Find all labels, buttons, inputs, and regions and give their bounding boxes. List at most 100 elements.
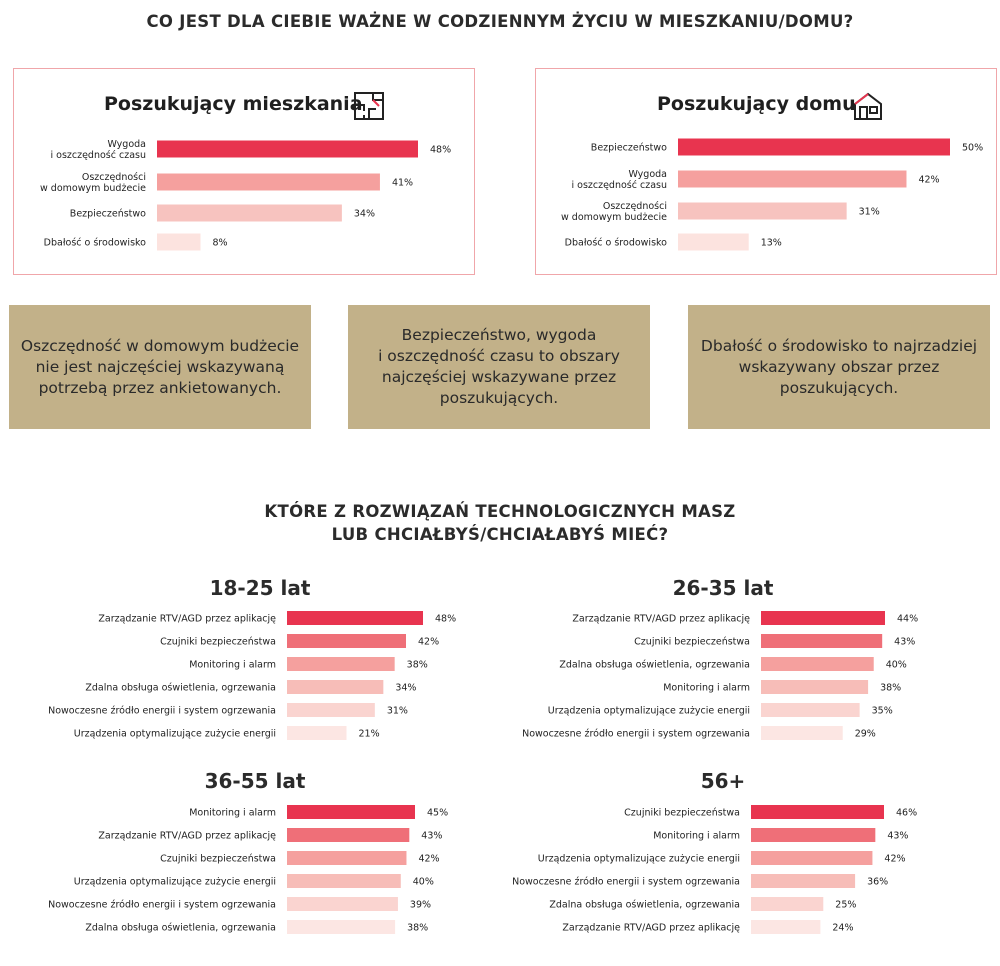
bar-3 bbox=[157, 204, 342, 222]
value-label: 42% bbox=[418, 637, 439, 648]
value-label: 50% bbox=[962, 143, 983, 154]
bar-2 bbox=[761, 634, 883, 648]
category-label: Czujniki bezpieczeństwa bbox=[624, 808, 740, 819]
house-icon bbox=[854, 92, 882, 120]
bar-2 bbox=[751, 828, 876, 842]
bar-4 bbox=[751, 874, 856, 888]
value-label: 43% bbox=[887, 831, 908, 842]
bar-5 bbox=[761, 703, 860, 717]
insight-line: poszukujących. bbox=[779, 378, 899, 397]
insight-box-safety: Bezpieczeństwo, wygoda i oszczędność cza… bbox=[348, 305, 650, 429]
category-label: Nowoczesne źródło energii i system ogrze… bbox=[48, 706, 276, 717]
category-label: Zarządzanie RTV/AGD przez aplikację bbox=[572, 614, 750, 625]
insight-line: i oszczędność czasu to obszary bbox=[378, 347, 620, 365]
category-label: Zdalna obsługa oświetlenia, ogrzewania bbox=[549, 900, 740, 911]
bar-6 bbox=[751, 920, 821, 934]
house-seekers-title: Poszukujący domu bbox=[536, 91, 996, 121]
insight-box-environment-text: Dbałość o środowisko to najrzadziej wska… bbox=[701, 336, 977, 399]
value-label: 21% bbox=[359, 729, 380, 740]
bar-3 bbox=[287, 657, 395, 671]
category-label: Bezpieczeństwo bbox=[70, 209, 146, 220]
value-label: 13% bbox=[761, 238, 782, 249]
bar-3 bbox=[678, 202, 847, 220]
bar-6 bbox=[287, 726, 347, 740]
category-label: Wygoda bbox=[628, 169, 667, 180]
value-label: 43% bbox=[421, 831, 442, 842]
bar-1 bbox=[157, 140, 418, 158]
bar-2 bbox=[287, 828, 410, 842]
category-label: Monitoring i alarm bbox=[189, 808, 276, 819]
value-label: 24% bbox=[832, 923, 853, 934]
category-label: Dbałość o środowisko bbox=[44, 238, 147, 249]
bar-4 bbox=[287, 874, 401, 888]
bar-6 bbox=[761, 726, 843, 740]
category-label: Urządzenia optymalizujące zużycie energi… bbox=[74, 877, 276, 888]
bar-4 bbox=[287, 680, 384, 694]
category-label: Zarządzanie RTV/AGD przez aplikację bbox=[562, 923, 740, 934]
apartment-seekers-panel: Poszukujący mieszkania bbox=[13, 68, 475, 275]
apartment-seekers-title-text: Poszukujący mieszkania bbox=[104, 93, 363, 115]
category-label: Nowoczesne źródło energii i system ogrze… bbox=[522, 729, 750, 740]
value-label: 42% bbox=[418, 854, 439, 865]
category-label: Bezpieczeństwo bbox=[591, 143, 667, 154]
bar-1 bbox=[287, 611, 423, 625]
bar-5 bbox=[287, 897, 398, 911]
insight-line: wskazywany obszar przez bbox=[738, 357, 940, 376]
category-label: Monitoring i alarm bbox=[663, 683, 750, 694]
value-label: 29% bbox=[855, 729, 876, 740]
insight-line: Oszczędność w domowym budżecie bbox=[20, 336, 300, 355]
value-label: 48% bbox=[430, 145, 451, 156]
category-label: i oszczędność czasu bbox=[571, 180, 667, 191]
value-label: 45% bbox=[427, 808, 448, 819]
bar-2 bbox=[287, 634, 406, 648]
age-56-plus-chart: 46% Czujniki bezpieczeństwa 43% Monitoring … bbox=[512, 805, 917, 934]
bar-5 bbox=[287, 703, 375, 717]
category-label: Oszczędności bbox=[82, 172, 146, 183]
category-label: Zdalna obsługa oświetlenia, ogrzewania bbox=[85, 923, 276, 934]
value-label: 34% bbox=[354, 209, 375, 220]
bar-1 bbox=[761, 611, 885, 625]
insight-line: potrzebą przez ankietowanych. bbox=[38, 378, 282, 397]
value-label: 38% bbox=[407, 923, 428, 934]
category-label: w domowym budżecie bbox=[561, 212, 667, 223]
bar-1 bbox=[678, 138, 950, 156]
value-label: 42% bbox=[918, 175, 939, 186]
category-label: Czujniki bezpieczeństwa bbox=[634, 637, 750, 648]
insight-line: najczęściej wskazywane przez bbox=[381, 368, 617, 386]
category-label: Monitoring i alarm bbox=[653, 831, 740, 842]
age-group-title-18-25: 18-25 lat bbox=[209, 576, 311, 600]
floorplan-icon bbox=[354, 92, 384, 120]
value-label: 40% bbox=[413, 877, 434, 888]
category-label: Urządzenia optymalizujące zużycie energi… bbox=[538, 854, 740, 865]
bar-2 bbox=[678, 170, 907, 188]
age-group-title-56-plus: 56+ bbox=[700, 769, 746, 793]
category-label: Monitoring i alarm bbox=[189, 660, 276, 671]
value-label: 34% bbox=[395, 683, 416, 694]
insight-box-budget: Oszczędność w domowym budżecie nie jest … bbox=[9, 305, 311, 429]
value-label: 39% bbox=[410, 900, 431, 911]
insight-line: poszukujących. bbox=[439, 389, 559, 407]
insight-box-environment: Dbałość o środowisko to najrzadziej wska… bbox=[688, 305, 990, 429]
bar-4 bbox=[761, 680, 869, 694]
category-label: w domowym budżecie bbox=[40, 183, 146, 194]
bar-1 bbox=[751, 805, 884, 819]
tech-question-heading: KTÓRE Z ROZWIĄZAŃ TECHNOLOGICZNYCH MASZ … bbox=[0, 500, 1000, 546]
category-label: Zdalna obsługa oświetlenia, ogrzewania bbox=[559, 660, 750, 671]
value-label: 41% bbox=[392, 178, 413, 189]
value-label: 8% bbox=[213, 238, 228, 249]
bar-6 bbox=[287, 920, 396, 934]
category-label: Zdalna obsługa oświetlenia, ogrzewania bbox=[85, 683, 276, 694]
age-group-title-36-55: 36-55 lat bbox=[204, 769, 306, 793]
category-label: Dbałość o środowisko bbox=[565, 238, 668, 249]
bar-1 bbox=[287, 805, 415, 819]
value-label: 48% bbox=[435, 614, 456, 625]
value-label: 31% bbox=[387, 706, 408, 717]
value-label: 46% bbox=[896, 808, 917, 819]
value-label: 25% bbox=[835, 900, 856, 911]
value-label: 42% bbox=[884, 854, 905, 865]
bar-5 bbox=[751, 897, 824, 911]
category-label: Zarządzanie RTV/AGD przez aplikację bbox=[98, 614, 276, 625]
insight-box-safety-text: Bezpieczeństwo, wygoda i oszczędność cza… bbox=[378, 325, 620, 409]
